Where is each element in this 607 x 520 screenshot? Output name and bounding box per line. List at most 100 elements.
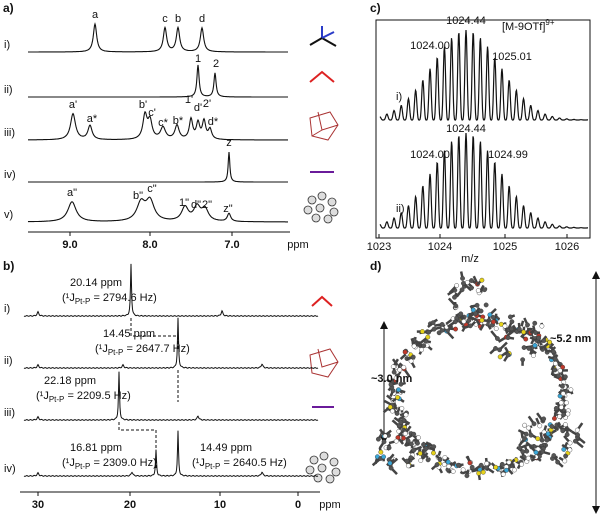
peak-label: 1024.44 <box>446 123 486 135</box>
atom <box>406 464 410 468</box>
atom <box>533 343 537 347</box>
atom <box>519 462 523 466</box>
peak-label: b* <box>173 115 184 127</box>
coupling: (¹JPt-P = 2209.5 Hz) <box>36 390 131 404</box>
atom <box>524 432 528 436</box>
peak-label: z" <box>223 203 233 215</box>
peak-label: 1 <box>195 53 201 65</box>
atom <box>461 468 465 472</box>
panel-label: b) <box>3 259 14 273</box>
coupling-rest: = 2640.5 Hz) <box>220 457 286 469</box>
atom <box>415 441 419 445</box>
chemical-shift: 16.81 ppm <box>70 442 122 454</box>
atom <box>381 455 385 459</box>
atom <box>508 315 512 319</box>
atom <box>411 355 415 359</box>
coupling-sub: Pt-P <box>75 462 91 471</box>
atom <box>565 432 569 436</box>
atom <box>395 395 399 399</box>
peak-label: 1024.44 <box>446 15 486 27</box>
peak-label: 1" <box>179 197 189 209</box>
coupling-j: (¹J <box>95 343 108 355</box>
atom <box>503 324 507 328</box>
atom <box>560 384 564 388</box>
atom <box>552 416 556 420</box>
atom <box>556 374 560 378</box>
peak-label: d" <box>191 199 201 211</box>
atom <box>575 433 579 437</box>
atom <box>468 461 472 465</box>
coupling-j: (¹J <box>36 390 49 402</box>
peak-label: 1024.00 <box>410 40 450 52</box>
atom <box>435 462 439 466</box>
dimension: ~3.0 nm <box>371 373 412 385</box>
atom <box>426 330 430 334</box>
coupling-sub: Pt-P <box>108 348 124 357</box>
atom <box>529 433 533 437</box>
atom <box>510 319 514 323</box>
atom <box>426 335 430 339</box>
atom <box>494 326 498 330</box>
peak-label: b' <box>139 99 147 111</box>
atom <box>401 436 405 440</box>
atom <box>479 463 483 467</box>
peak-label: b <box>175 13 181 25</box>
peak-label: a* <box>87 113 98 125</box>
atom <box>475 303 479 307</box>
atom <box>522 436 526 440</box>
panel-label: d) <box>370 259 381 273</box>
atom <box>467 318 471 322</box>
atom <box>442 462 446 466</box>
atom <box>432 327 436 331</box>
charge: 9+ <box>545 18 554 27</box>
ion-label: [M-9OTf]9+ <box>502 18 555 33</box>
coupling-j: (¹J <box>62 292 75 304</box>
atom <box>396 388 400 392</box>
coupling-sub: Pt-P <box>205 462 221 471</box>
axis-label: m/z <box>461 253 479 265</box>
atom <box>526 426 530 430</box>
atom <box>550 424 554 428</box>
icon <box>304 26 340 483</box>
tick-label: 1024 <box>428 241 452 253</box>
atom <box>500 462 504 466</box>
peak-label: a <box>92 9 99 21</box>
peak-label: c <box>162 13 168 25</box>
trace-label: v) <box>4 209 13 221</box>
atom <box>416 435 420 439</box>
atom <box>522 423 526 427</box>
atom <box>394 439 398 443</box>
atom <box>404 413 408 417</box>
atom <box>431 451 435 455</box>
peak-label: 2 <box>213 58 219 70</box>
atom <box>470 465 474 469</box>
atom <box>536 336 540 340</box>
atom <box>532 422 536 426</box>
atom <box>399 420 403 424</box>
atom <box>485 461 489 465</box>
atom <box>453 320 457 324</box>
atom <box>438 457 442 461</box>
mass-spectrum <box>380 133 588 228</box>
coupling-rest: = 2309.0 Hz) <box>90 457 156 469</box>
atom <box>456 463 460 467</box>
atom <box>469 278 473 282</box>
tick-label: 9.0 <box>62 239 77 251</box>
atom <box>562 447 566 451</box>
peak-label: 1' <box>185 94 193 106</box>
peak-label: 1024.00 <box>410 149 450 161</box>
atom <box>540 324 544 328</box>
atom <box>460 288 464 292</box>
atom <box>454 304 458 308</box>
axis-unit: ppm <box>287 239 308 251</box>
atom <box>402 365 406 369</box>
chemical-shift: 22.18 ppm <box>44 375 96 387</box>
atom <box>518 446 522 450</box>
atom <box>558 368 562 372</box>
peak-label: a" <box>67 187 77 199</box>
panel-label: c) <box>370 1 381 15</box>
peak-label: d' <box>194 102 202 114</box>
atom <box>390 409 394 413</box>
atom <box>536 436 540 440</box>
tick-label: 1023 <box>367 241 391 253</box>
